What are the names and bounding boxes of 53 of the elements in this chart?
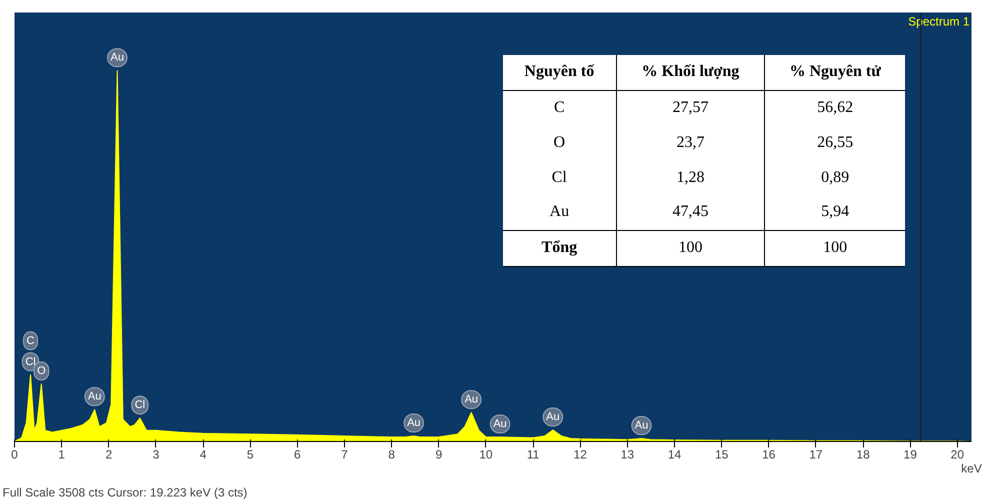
annotation: Au — [464, 394, 478, 406]
annotation: Au — [503, 195, 616, 231]
annotation: Nguyên tố — [503, 55, 616, 90]
annotation: Au — [634, 420, 648, 432]
x-tick-label: 2 — [105, 448, 112, 462]
annotation: % Khối lượng — [616, 55, 765, 90]
annotation: O — [37, 365, 46, 378]
annotation: 5,94 — [820, 202, 850, 222]
x-tick-label: 12 — [574, 448, 588, 462]
x-tick-label: 1 — [58, 448, 66, 462]
x-tick-label: 9 — [435, 448, 442, 462]
annotation: Cl — [25, 356, 36, 368]
annotation: 47,45 — [616, 195, 765, 231]
annotation: Cl — [503, 160, 616, 196]
annotation: Au — [110, 52, 124, 64]
x-tick-label: 6 — [294, 448, 302, 462]
annotation: % Nguyên tử — [764, 55, 905, 90]
annotation: C — [503, 90, 616, 126]
x-tick-label: 4 — [200, 448, 207, 462]
annotation: Au — [407, 416, 421, 429]
annotation: C — [26, 334, 35, 347]
annotation: 56,62 — [816, 98, 854, 118]
x-tick-label: 15 — [714, 448, 729, 462]
annotation: Au — [88, 390, 102, 403]
annotation: Tổng — [503, 230, 616, 267]
x-tick-label: 20 — [950, 448, 964, 462]
annotation: Cl — [134, 399, 146, 412]
x-tick-label: 10 — [479, 448, 493, 462]
x-tick-label: 11 — [526, 448, 540, 462]
annotation: 0,89 — [820, 168, 850, 188]
x-tick-label: 0 — [11, 448, 18, 462]
x-tick-label: 3 — [152, 448, 160, 462]
x-tick-label: 8 — [388, 448, 396, 462]
annotation: 1,28 — [616, 160, 765, 196]
x-tick-label: 13 — [620, 448, 634, 462]
text: Spectrum 1 — [908, 14, 970, 28]
annotation: O — [503, 126, 616, 161]
annotation: Au — [493, 418, 507, 430]
x-axis-title: keV — [961, 462, 982, 476]
x-tick-label: 17 — [809, 448, 823, 462]
annotation: 27,57 — [616, 90, 765, 126]
x-tick-label: 14 — [668, 448, 682, 462]
x-tick-label: 5 — [246, 448, 254, 462]
annotation: 23,7 — [616, 126, 765, 161]
annotation: 100 — [764, 230, 905, 267]
x-tick-label: 19 — [904, 448, 918, 462]
x-tick-label: 7 — [341, 448, 348, 462]
text: Full Scale 3508 cts Cursor: 19.223 keV (3 cts) — [2, 486, 248, 500]
x-tick-label: 18 — [856, 448, 870, 462]
annotation: 100 — [616, 230, 765, 267]
x-tick-label: 16 — [762, 448, 776, 462]
annotation: Au — [546, 411, 560, 424]
annotation: 26,55 — [816, 132, 854, 153]
